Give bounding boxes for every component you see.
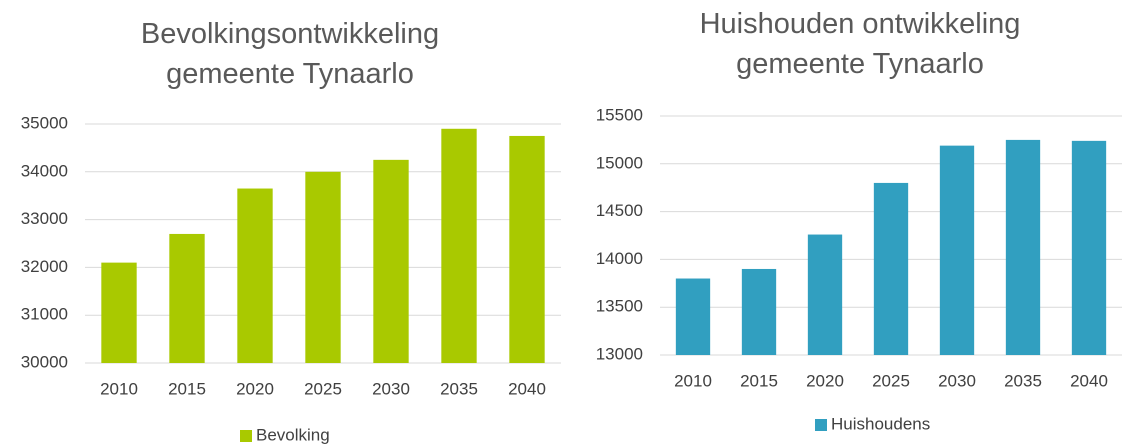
y-tick-label: 33000 — [21, 209, 68, 228]
bar — [741, 268, 777, 355]
x-tick-label: 2025 — [872, 371, 910, 390]
legend-swatch — [240, 430, 252, 442]
x-tick-label: 2040 — [508, 379, 546, 398]
bar — [237, 188, 273, 363]
x-tick-label: 2010 — [674, 371, 712, 390]
x-tick-label: 2030 — [372, 379, 410, 398]
bar — [101, 262, 137, 363]
x-tick-label: 2030 — [938, 371, 976, 390]
legend-label: Bevolking — [256, 425, 330, 444]
y-tick-label: 32000 — [21, 257, 68, 276]
y-tick-label: 13500 — [596, 297, 643, 316]
x-tick-label: 2010 — [100, 379, 138, 398]
chart-title: Bevolkingsontwikkeling gemeente Tynaarlo — [140, 18, 440, 90]
y-tick-label: 31000 — [21, 305, 68, 324]
x-tick-label: 2015 — [740, 371, 778, 390]
y-tick-label: 35000 — [21, 113, 68, 132]
x-tick-label: 2025 — [304, 379, 342, 398]
bar — [441, 128, 477, 363]
x-tick-label: 2035 — [440, 379, 478, 398]
bar — [807, 234, 843, 355]
bar — [1005, 139, 1041, 355]
y-tick-label: 15500 — [596, 105, 643, 124]
x-tick-label: 2040 — [1070, 371, 1108, 390]
y-tick-label: 34000 — [21, 161, 68, 180]
legend-label: Huishoudens — [831, 414, 930, 433]
y-tick-label: 14500 — [596, 201, 643, 220]
bar — [509, 135, 545, 363]
bar — [373, 159, 409, 363]
bar — [873, 182, 909, 355]
bar — [675, 278, 711, 355]
y-tick-label: 13000 — [596, 344, 643, 363]
chart-title: Huishouden ontwikkeling gemeente Tynaarl… — [699, 8, 1021, 80]
x-tick-label: 2035 — [1004, 371, 1042, 390]
x-tick-label: 2020 — [806, 371, 844, 390]
y-tick-label: 30000 — [21, 352, 68, 371]
bar — [169, 233, 205, 363]
bar — [305, 171, 341, 363]
bar — [1071, 140, 1107, 355]
y-tick-label: 14000 — [596, 249, 643, 268]
y-tick-label: 15000 — [596, 153, 643, 172]
x-tick-label: 2015 — [168, 379, 206, 398]
x-tick-label: 2020 — [236, 379, 274, 398]
legend-swatch — [815, 419, 827, 431]
bar — [939, 145, 975, 355]
